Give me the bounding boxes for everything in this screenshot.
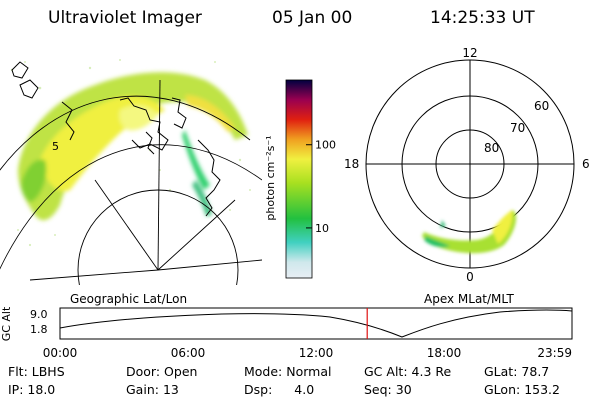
app-title: Ultraviolet Imager xyxy=(48,8,202,28)
timeline-xtick-label: 18:00 xyxy=(427,346,462,360)
polar-aurora-emission xyxy=(422,210,517,254)
polar-plot-panel: 12 6 0 18 60 70 80 xyxy=(344,46,590,284)
status-mode: Mode: Normal xyxy=(244,364,332,379)
timeline-xtick-label: 06:00 xyxy=(171,346,206,360)
altitude-timeline: GC Alt 9.0 1.8 00:00 06:00 12:00 18:00 23:59 xyxy=(0,306,573,360)
mlat-label-70: 70 xyxy=(510,121,525,135)
status-glat: GLat: 78.7 xyxy=(484,364,550,379)
timeline-ytick-top: 9.0 xyxy=(30,308,48,321)
mlt-label-12: 12 xyxy=(462,46,477,60)
status-flt: Flt: LBHS xyxy=(8,364,65,379)
header-time: 14:25:33 UT xyxy=(430,8,535,28)
status-seq: Seq: 30 xyxy=(364,382,412,397)
colorbar-unit-label: photon cm⁻²s⁻¹ xyxy=(264,135,277,220)
colorbar-tick-label: 100 xyxy=(315,139,336,152)
geographic-image-panel: 5 xyxy=(0,59,262,285)
status-gcalt: GC Alt: 4.3 Re xyxy=(364,364,452,379)
lat-lon-grid xyxy=(0,79,262,285)
mlt-label-0: 0 xyxy=(466,270,474,284)
mlat-label-60: 60 xyxy=(534,99,549,113)
mlt-label-6: 6 xyxy=(582,157,590,171)
colorbar-gradient xyxy=(285,79,313,279)
coastlines xyxy=(11,61,221,217)
timeline-ylabel: GC Alt xyxy=(0,306,13,341)
mlat-label-80: 80 xyxy=(484,141,499,155)
altitude-curve xyxy=(59,309,573,338)
colorbar: 100 10 photon cm⁻²s⁻¹ xyxy=(264,79,336,279)
status-ip: IP: 18.0 xyxy=(8,382,56,397)
status-glon: GLon: 153.2 xyxy=(484,382,560,397)
timeline-xtick-label: 23:59 xyxy=(537,346,572,360)
grid-label: 5 xyxy=(52,140,59,153)
status-door: Door: Open xyxy=(126,364,198,379)
timeline-xtick-label: 12:00 xyxy=(299,346,334,360)
mlt-label-18: 18 xyxy=(344,157,359,171)
timeline-frame xyxy=(59,307,573,340)
right-panel-caption: Apex MLat/MLT xyxy=(424,292,514,306)
colorbar-ticks: 100 10 xyxy=(306,139,336,235)
status-dsp: Dsp: 4.0 xyxy=(244,382,315,397)
timeline-xticks: 00:00 06:00 12:00 18:00 23:59 xyxy=(43,346,572,360)
timeline-xtick-label: 00:00 xyxy=(43,346,78,360)
colorbar-tick-label: 10 xyxy=(315,222,329,235)
polar-grid xyxy=(365,59,575,269)
timeline-ytick-bottom: 1.8 xyxy=(30,323,48,336)
status-gain: Gain: 13 xyxy=(126,382,179,397)
left-panel-caption: Geographic Lat/Lon xyxy=(70,292,188,306)
header-date: 05 Jan 00 xyxy=(272,8,353,28)
